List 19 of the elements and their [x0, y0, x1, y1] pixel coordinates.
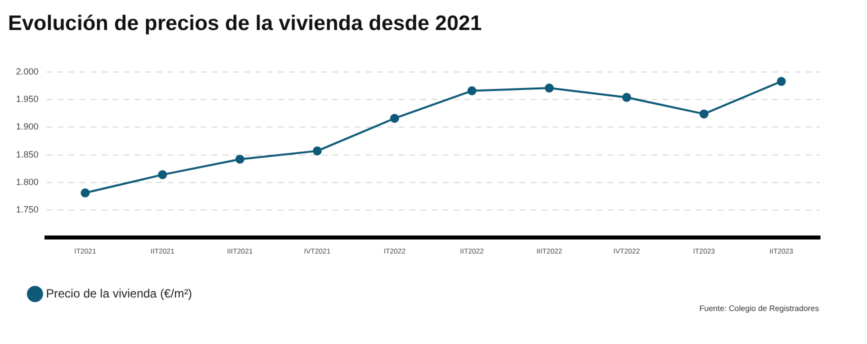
point: [699, 109, 708, 118]
point: [158, 170, 168, 180]
y-tick-label: 2.000: [16, 66, 39, 76]
point: [312, 146, 322, 156]
point: [235, 154, 244, 164]
y-tick-label: 1.750: [16, 204, 39, 214]
y-tick-label: 1.900: [16, 122, 39, 132]
point: [467, 86, 476, 96]
point: [80, 188, 90, 198]
source-note: Fuente: Colegio de Registradores: [698, 304, 820, 313]
y-tick-label: 1.850: [16, 149, 39, 160]
chart-title: Evolución de precios de la vivienda desde 2021: [8, 12, 483, 37]
y-tick-label: 1.800: [16, 176, 39, 187]
point: [390, 114, 400, 123]
point: [544, 84, 554, 93]
point: [622, 92, 632, 102]
point: [776, 76, 786, 86]
y-tick-label: 1.950: [16, 94, 39, 104]
legend-label: Precio de la vivienda (€/m²): [46, 286, 192, 300]
